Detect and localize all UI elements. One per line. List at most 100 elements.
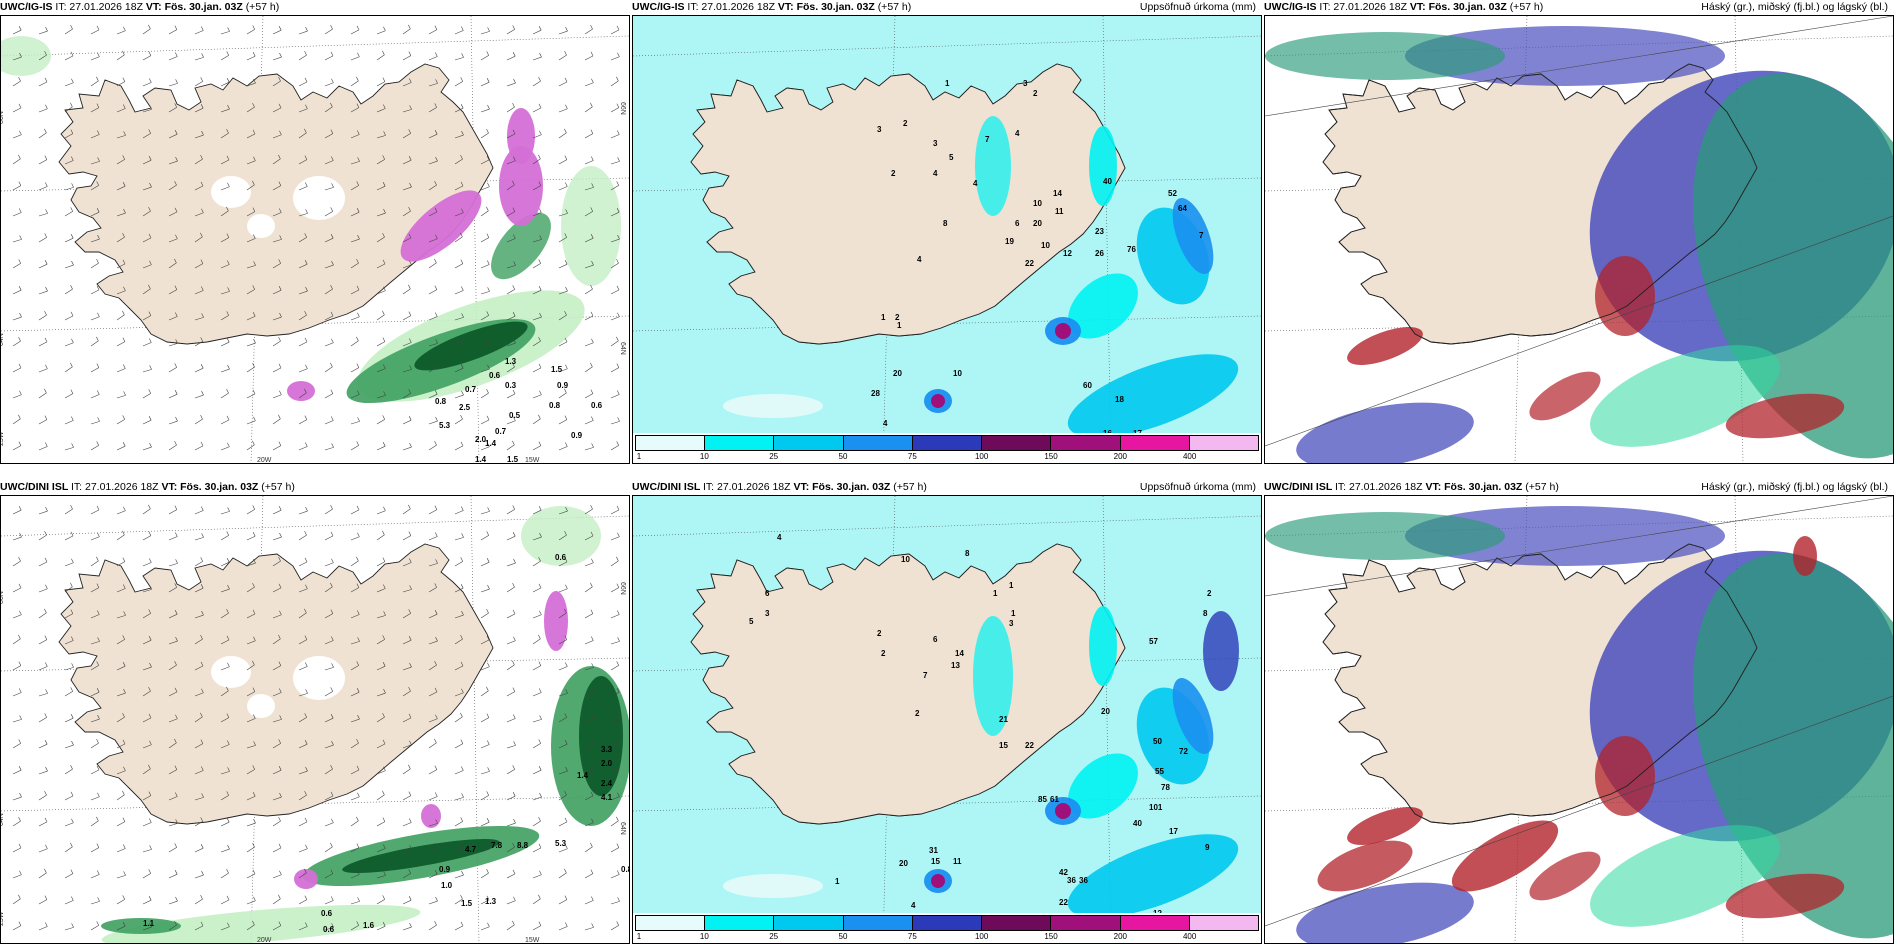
colorbar-swatch [705, 916, 775, 930]
value-label: 0.6 [321, 909, 333, 918]
value-label: 55 [1155, 767, 1164, 776]
value-label: 5 [949, 153, 954, 162]
value-label: 101 [1149, 803, 1163, 812]
lead-time: (+57 h) [877, 1, 912, 13]
map-area: 4 6 3 5 10 8 2 2 1 1 1 3 6 14 13 7 2 21 15 22 20 50 72 55 78 101 4… [632, 495, 1262, 944]
colorbar-tick: 1 [636, 932, 642, 941]
colorbar-swatch [705, 436, 775, 450]
value-label: 1.5 [507, 455, 519, 463]
model-name: UWC/DINI ISL [0, 481, 71, 493]
colorbar-swatch [982, 436, 1052, 450]
precip-values: 0.6 3.3 2.0 1.4 2.4 4.1 0.8 5.3 4.7 7.8 8.8 0.9 1.0 1… [143, 553, 629, 934]
value-label: 6 [1015, 219, 1020, 228]
colorbar-tick: 150 [1044, 932, 1058, 941]
colorbar-swatch [1051, 436, 1121, 450]
init-time: IT: 27.01.2026 18Z [1319, 1, 1410, 13]
value-label: 0.6 [489, 371, 501, 380]
colorbar-tick: 25 [769, 932, 779, 941]
valid-time: VT: Fös. 30.jan. 03Z [1425, 481, 1526, 493]
value-label: 15 [999, 741, 1008, 750]
colorbar-tick: 1 [636, 452, 642, 461]
colorbar-swatch [636, 916, 706, 930]
value-label: 0.9 [557, 381, 569, 390]
value-label: 26 [1095, 249, 1104, 258]
value-label: 5.3 [439, 421, 451, 430]
colorbar-swatch [843, 916, 913, 930]
value-label: 7 [923, 671, 928, 680]
colorbar-tick: 200 [1113, 932, 1128, 941]
panel-header: UWC/IG-IS IT: 27.01.2026 18Z VT: Fös. 30… [632, 0, 1262, 15]
lat-label: 64N [1, 813, 5, 826]
panel-wind-dini: UWC/DINI ISL IT: 27.01.2026 18Z VT: Fös.… [0, 480, 630, 944]
value-label: 8.8 [517, 841, 529, 850]
value-label: 42 [1059, 868, 1068, 877]
colorbar-swatch [774, 916, 844, 930]
map-svg: 0.6 3.3 2.0 1.4 2.4 4.1 0.8 5.3 4.7 7.8 8.8 0.9 1.0 1… [1, 496, 629, 943]
graticule [1, 496, 629, 943]
iceland-landmass [58, 543, 494, 825]
value-label: 3 [1023, 79, 1028, 88]
value-label: 22 [1025, 741, 1034, 750]
value-label: 2.4 [601, 779, 613, 788]
value-label: 1.6 [363, 921, 375, 930]
lon-label: 15W [525, 457, 540, 463]
value-label: 40 [1133, 819, 1142, 828]
value-label: 6 [765, 589, 770, 598]
value-label: 0.6 [555, 553, 567, 562]
colorbar-swatch [774, 436, 844, 450]
lat-label: 66N [619, 102, 626, 115]
value-label: 0.7 [495, 427, 507, 436]
value-label: 23 [1095, 227, 1104, 236]
value-label: 31 [929, 846, 938, 855]
value-label: 20 [899, 859, 908, 868]
value-label: 8 [965, 549, 970, 558]
value-label: 64 [1178, 204, 1187, 213]
panel-precip-dini: UWC/DINI ISL IT: 27.01.2026 18Z VT: Fös.… [632, 480, 1262, 944]
valid-time: VT: Fös. 30.jan. 03Z [161, 481, 262, 493]
map-area: 3 2 1 2 3 7 4 4 4 8 6 10 20 40 23 26 76 10 12 19 22 7 4 2 1 1 28 20… [632, 15, 1262, 464]
value-label: 7 [985, 135, 990, 144]
value-label: 0.5 [509, 411, 521, 420]
value-label: 1 [993, 589, 998, 598]
value-label: 10 [1033, 199, 1042, 208]
wind-barbs [12, 504, 620, 931]
colorbar-swatch [1120, 436, 1190, 450]
value-label: 4 [911, 901, 916, 910]
colorbar-tick: 200 [1113, 452, 1128, 461]
value-label: 1.4 [485, 439, 497, 448]
value-label: 3 [877, 125, 882, 134]
colorbar-tick: 10 [699, 932, 709, 941]
value-label: 4 [917, 255, 922, 264]
colorbar-swatch [982, 916, 1052, 930]
value-label: 2 [1033, 89, 1038, 98]
value-label: 4 [1015, 129, 1020, 138]
value-label: 4 [777, 533, 782, 542]
lat-label: 66N [619, 582, 626, 595]
value-label: 0.9 [439, 865, 451, 874]
colorbar-tick: 100 [974, 932, 989, 941]
value-label: 72 [1179, 747, 1188, 756]
colorbar-tick: 100 [974, 452, 989, 461]
lon-label: 20W [257, 457, 272, 463]
model-name: UWC/DINI ISL [632, 481, 703, 493]
colorbar-swatch [636, 436, 706, 450]
field-title: Uppsöfnuð úrkoma (mm) [1139, 1, 1256, 13]
value-label: 36 [1079, 876, 1088, 885]
value-label: 1.4 [577, 771, 589, 780]
value-label: 2 [891, 169, 896, 178]
lat-label: 66N [1, 591, 5, 604]
lead-time: (+57 h) [245, 1, 280, 13]
value-label: 0.8 [621, 865, 629, 874]
init-time: IT: 27.01.2026 18Z [687, 1, 778, 13]
panel-header: UWC/IG-IS IT: 27.01.2026 18Z VT: Fös. 30… [1264, 0, 1894, 15]
colorbar-tick: 400 [1182, 932, 1197, 941]
value-label: 8 [943, 219, 948, 228]
value-label: 2 [881, 649, 886, 658]
precip-shading [101, 506, 629, 943]
panel-cloud-dini: UWC/DINI ISL IT: 27.01.2026 18Z VT: Fös.… [1264, 480, 1894, 944]
map-svg [1265, 496, 1893, 943]
value-label: 2 [877, 629, 882, 638]
panel-cloud-igis: UWC/IG-IS IT: 27.01.2026 18Z VT: Fös. 30… [1264, 0, 1894, 464]
